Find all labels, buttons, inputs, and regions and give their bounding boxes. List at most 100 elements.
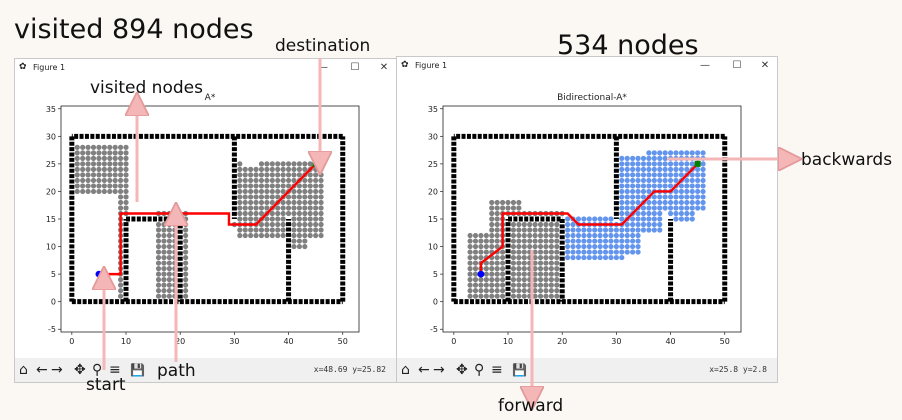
minimize-button[interactable]: — bbox=[318, 62, 328, 73]
visited-node-forward bbox=[291, 238, 297, 244]
visited-node-forward bbox=[302, 243, 308, 250]
visited-node-forward bbox=[505, 205, 511, 211]
visited-node-forward bbox=[537, 249, 544, 255]
astar-plot[interactable]: A* 0 10 20 30 40 50 -5 0 5 10 15 20 25 30 35 bbox=[15, 59, 398, 360]
forward-arrow-icon[interactable]: → bbox=[51, 362, 63, 378]
visited-node-forward bbox=[264, 177, 270, 184]
visited-node-forward bbox=[155, 249, 162, 255]
visited-node-forward bbox=[258, 205, 265, 211]
visited-node-backward bbox=[624, 227, 630, 233]
visited-node-forward bbox=[537, 288, 544, 294]
visited-node-forward bbox=[269, 221, 275, 228]
visited-node-backward bbox=[635, 227, 641, 233]
visited-node-backward bbox=[695, 183, 701, 189]
visited-node-backward bbox=[678, 155, 684, 161]
visited-node-forward bbox=[494, 243, 500, 250]
visited-node-forward bbox=[527, 243, 533, 250]
visited-node-forward bbox=[500, 205, 506, 211]
visited-node-backward bbox=[646, 199, 652, 206]
visited-node-forward bbox=[269, 199, 275, 206]
save-icon[interactable]: 💾 bbox=[130, 363, 145, 377]
visited-node-forward bbox=[118, 288, 124, 294]
save-icon[interactable]: 💾 bbox=[512, 363, 527, 377]
visited-node-forward bbox=[101, 188, 107, 195]
back-arrow-icon[interactable]: ← bbox=[418, 362, 430, 378]
visited-node-forward bbox=[516, 227, 522, 233]
visited-node-forward bbox=[510, 260, 517, 266]
visited-node-forward bbox=[161, 238, 167, 244]
pan-icon[interactable]: ✥ bbox=[74, 362, 86, 378]
zoom-icon[interactable]: ⚲ bbox=[474, 362, 485, 378]
maximize-button[interactable]: ☐ bbox=[732, 60, 742, 71]
y-tick-label: 10 bbox=[46, 243, 56, 252]
visited-node-backward bbox=[640, 188, 647, 195]
visited-node-forward bbox=[494, 254, 500, 261]
y-tick-label: 35 bbox=[46, 105, 56, 114]
home-icon[interactable]: ⌂ bbox=[401, 362, 410, 378]
visited-node-backward bbox=[613, 238, 619, 244]
visited-node-forward bbox=[253, 188, 259, 195]
visited-node-forward bbox=[74, 161, 80, 167]
visited-node-forward bbox=[516, 282, 522, 288]
bidirectional-astar-plot[interactable]: Bidirectional-A* 0 10 20 30 40 50 -5 0 5 10 15 20 25 3… bbox=[397, 57, 779, 360]
visited-node-backward bbox=[673, 199, 679, 206]
navigation-toolbar: ⌂ ← → ✥ ⚲ ≡ 💾 x=48.69 y=25.82 bbox=[15, 358, 396, 382]
visited-node-forward bbox=[269, 166, 275, 172]
y-tick-label: 5 bbox=[433, 270, 438, 279]
close-button[interactable]: ✕ bbox=[760, 60, 770, 71]
configure-subplots-icon[interactable]: ≡ bbox=[109, 362, 121, 378]
visited-node-forward bbox=[118, 155, 124, 161]
visited-node-forward bbox=[275, 210, 281, 217]
visited-node-forward bbox=[543, 243, 549, 250]
visited-node-backward bbox=[700, 161, 706, 167]
visited-node-forward bbox=[548, 271, 554, 277]
visited-node-forward bbox=[318, 232, 324, 239]
visited-node-forward bbox=[483, 238, 489, 244]
visited-node-forward bbox=[253, 232, 259, 239]
visited-node-forward bbox=[510, 288, 517, 294]
visited-node-backward bbox=[575, 232, 582, 239]
visited-node-forward bbox=[516, 199, 522, 206]
minimize-button[interactable]: — bbox=[700, 60, 710, 71]
visited-node-forward bbox=[532, 232, 538, 239]
visited-node-forward bbox=[510, 232, 517, 239]
visited-node-backward bbox=[630, 172, 636, 178]
visited-node-backward bbox=[630, 155, 636, 161]
configure-subplots-icon[interactable]: ≡ bbox=[491, 362, 503, 378]
visited-node-forward bbox=[516, 254, 522, 261]
visited-node-forward bbox=[172, 293, 178, 299]
visited-node-backward bbox=[624, 210, 630, 217]
visited-node-forward bbox=[521, 249, 527, 255]
back-arrow-icon[interactable]: ← bbox=[36, 362, 48, 378]
visited-node-backward bbox=[646, 210, 652, 217]
visited-node-forward bbox=[269, 177, 275, 184]
visited-node-backward bbox=[635, 232, 641, 239]
visited-node-backward bbox=[630, 238, 636, 244]
visited-node-forward bbox=[112, 183, 118, 189]
visited-node-forward bbox=[472, 254, 479, 261]
x-tick-label: 10 bbox=[121, 337, 131, 346]
visited-node-forward bbox=[123, 199, 129, 206]
home-icon[interactable]: ⌂ bbox=[19, 362, 28, 378]
visited-node-forward bbox=[166, 282, 172, 288]
visited-node-backward bbox=[602, 232, 609, 239]
visited-node-forward bbox=[467, 266, 473, 272]
pan-icon[interactable]: ✥ bbox=[456, 362, 468, 378]
maximize-button[interactable]: ☐ bbox=[350, 62, 360, 73]
visited-node-backward bbox=[700, 205, 706, 211]
visited-node-backward bbox=[678, 205, 684, 211]
visited-node-forward bbox=[269, 232, 275, 239]
visited-node-forward bbox=[118, 172, 124, 178]
visited-node-backward bbox=[619, 238, 625, 244]
visited-node-backward bbox=[646, 205, 652, 211]
visited-node-forward bbox=[472, 277, 479, 283]
visited-node-forward bbox=[172, 238, 178, 244]
visited-node-forward bbox=[90, 155, 97, 161]
forward-arrow-icon[interactable]: → bbox=[433, 362, 445, 378]
close-button[interactable]: ✕ bbox=[379, 62, 389, 73]
visited-node-forward bbox=[500, 271, 506, 277]
visited-node-backward bbox=[695, 177, 701, 184]
visited-node-forward bbox=[107, 172, 113, 178]
zoom-icon[interactable]: ⚲ bbox=[92, 362, 103, 378]
visited-node-forward bbox=[285, 166, 292, 172]
